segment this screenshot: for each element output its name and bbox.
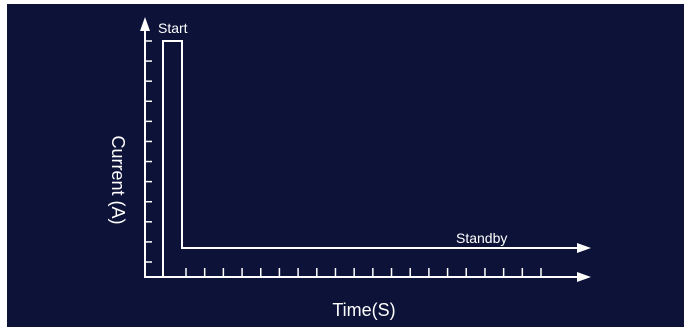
- diagram-background: [7, 4, 684, 327]
- start-pulse-trace: [162, 40, 578, 277]
- x-axis-ticks: [185, 268, 542, 277]
- standby-label: Standby: [456, 230, 507, 246]
- start-label: Start: [158, 20, 188, 36]
- x-axis-label: Time(S): [332, 300, 395, 320]
- y-axis-label: Current (A): [108, 135, 128, 224]
- y-axis-arrow-icon: [140, 17, 150, 31]
- y-axis-ticks: [145, 40, 152, 263]
- x-axis-arrow-icon: [577, 272, 591, 282]
- standby-arrow-icon: [577, 243, 591, 253]
